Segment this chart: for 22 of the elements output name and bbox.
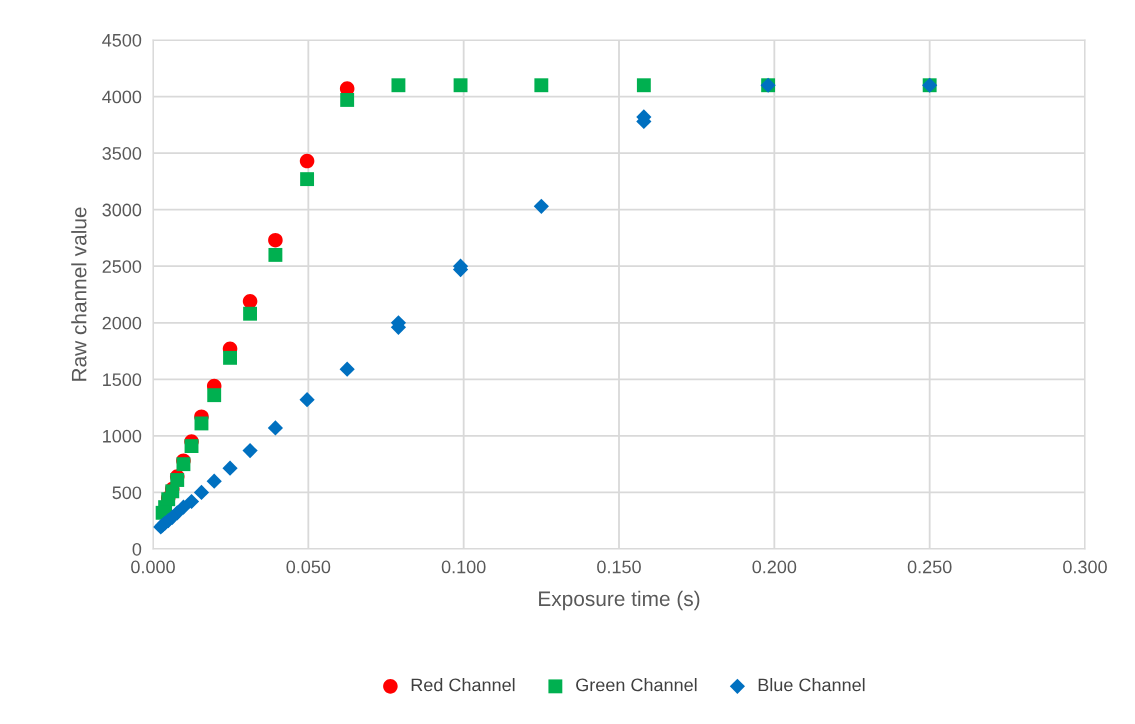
y-tick-label: 2500	[102, 260, 142, 273]
y-tick-label: 3000	[102, 203, 142, 217]
x-tick-label: 0.150	[597, 560, 641, 574]
x-tick-label: 0.250	[907, 560, 952, 574]
x-tick-label: 0.300	[1063, 560, 1107, 574]
y-tick-label: 500	[112, 486, 142, 500]
y-tick-label: 2000	[102, 316, 142, 330]
y-tick-label: 1000	[103, 429, 142, 443]
y-tick-label: 0	[132, 542, 142, 556]
x-tick-label: 0.000	[131, 560, 175, 574]
x-tick-label: 0.100	[441, 560, 486, 574]
legend-label: Green Channel	[576, 678, 697, 692]
y-tick-label: 4500	[102, 33, 142, 47]
legend-label: Blue Channel	[758, 678, 865, 692]
y-tick-label: 3500	[102, 147, 142, 160]
legend-label: Red Channel	[411, 678, 515, 692]
y-tick-label: 4000	[102, 90, 142, 104]
y-tick-label: 1500	[103, 373, 142, 387]
x-tick-label: 0.200	[752, 560, 797, 574]
x-tick-label: 0.050	[286, 560, 331, 574]
y-axis-title: Raw channel value	[71, 207, 87, 381]
x-axis-title: Exposure time (s)	[539, 590, 700, 611]
